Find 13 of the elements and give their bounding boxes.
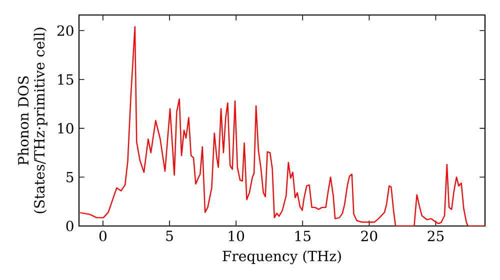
x-tick-label: 20 bbox=[361, 230, 378, 242]
y-tick-label: 15 bbox=[58, 74, 74, 85]
y-tick-label: 10 bbox=[58, 123, 74, 134]
x-axis-title: Frequency (THz) bbox=[222, 250, 341, 264]
y-tick-label: 5 bbox=[66, 172, 74, 182]
y-tick-label: 0 bbox=[66, 220, 74, 232]
x-tick-label: 10 bbox=[228, 230, 244, 242]
x-tick-label: 5 bbox=[166, 230, 173, 242]
y-tick-label: 20 bbox=[57, 25, 74, 36]
x-tick-label: 15 bbox=[295, 230, 310, 242]
x-tick-label: 25 bbox=[428, 230, 444, 242]
x-tick-label: 0 bbox=[99, 230, 106, 242]
y-axis-title: Phonon DOS (States/THz·primitive cell) bbox=[18, 28, 48, 214]
